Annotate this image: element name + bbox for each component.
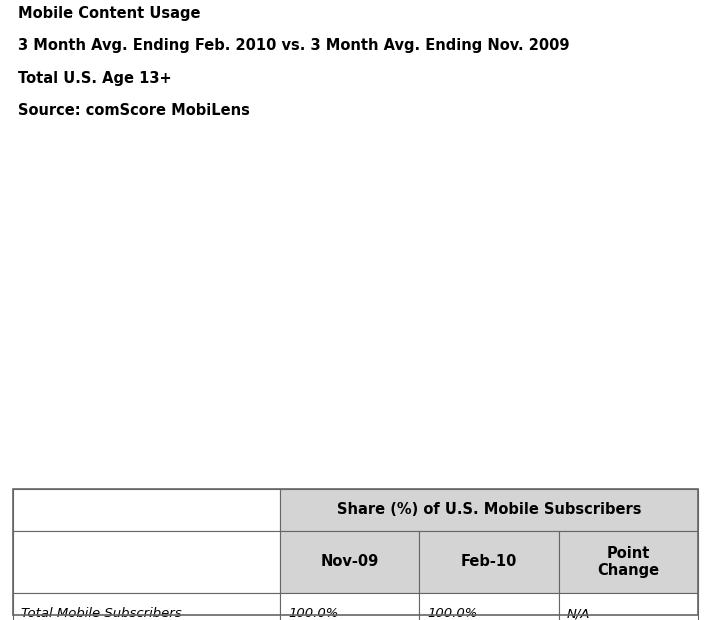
Text: Source: comScore MobiLens: Source: comScore MobiLens (18, 103, 250, 118)
Bar (419, 593, 559, 620)
Text: Total Mobile Subscribers: Total Mobile Subscribers (21, 608, 182, 620)
Bar (419, 531, 559, 593)
Text: Total U.S. Age 13+: Total U.S. Age 13+ (18, 71, 172, 86)
Bar (559, 531, 698, 593)
Bar (13, 489, 698, 615)
Bar (13, 489, 280, 531)
Bar (559, 593, 698, 620)
Text: 3 Month Avg. Ending Feb. 2010 vs. 3 Month Avg. Ending Nov. 2009: 3 Month Avg. Ending Feb. 2010 vs. 3 Mont… (18, 38, 569, 53)
Bar (280, 531, 419, 593)
Bar (280, 593, 419, 620)
Text: Nov-09: Nov-09 (320, 554, 379, 569)
Text: 100.0%: 100.0% (428, 608, 478, 620)
Bar (13, 531, 280, 593)
Text: Feb-10: Feb-10 (461, 554, 517, 569)
Text: Point
Change: Point Change (598, 546, 659, 578)
Text: N/A: N/A (567, 608, 591, 620)
Bar (280, 489, 698, 531)
Text: 100.0%: 100.0% (289, 608, 339, 620)
Bar (13, 593, 280, 620)
Text: Share (%) of U.S. Mobile Subscribers: Share (%) of U.S. Mobile Subscribers (337, 502, 642, 517)
Text: Mobile Content Usage: Mobile Content Usage (18, 6, 200, 21)
